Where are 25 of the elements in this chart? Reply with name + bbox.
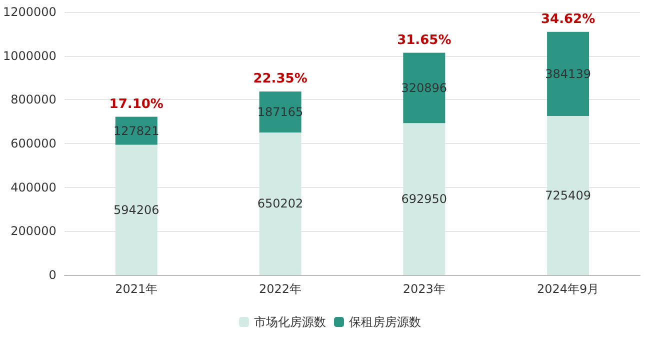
bar — [259, 132, 302, 275]
y-tick-label: 1000000 — [2, 48, 56, 63]
y-tick-label: 600000 — [10, 136, 56, 150]
annotation: 22.35% — [253, 71, 308, 86]
x-tick-label: 2022年 — [259, 282, 302, 296]
bar — [115, 144, 158, 275]
y-tick-label: 200000 — [10, 224, 56, 238]
bar — [547, 116, 590, 275]
annotation: 17.10% — [109, 96, 164, 112]
x-tick-label: 2021年 — [115, 282, 158, 296]
bar — [403, 123, 446, 275]
annotation: 34.62% — [540, 12, 596, 27]
data-label: 725409 — [545, 188, 591, 203]
y-tick-label: 0 — [48, 268, 56, 282]
legend-label: 市场化房源数 — [254, 315, 326, 329]
y-tick-label: 400000 — [10, 180, 56, 194]
y-tick-label: 800000 — [10, 92, 56, 107]
data-label: 594206 — [113, 202, 160, 217]
x-tick-label: 2023年 — [402, 282, 446, 296]
x-tick-label: 2024年9月 — [536, 282, 600, 296]
data-label: 692950 — [401, 192, 448, 206]
annotation: 31.65% — [397, 32, 452, 48]
y-tick-label: 1200000 — [2, 5, 56, 19]
legend-label: 保租房房源数 — [349, 315, 421, 329]
data-label: 650202 — [257, 196, 304, 211]
